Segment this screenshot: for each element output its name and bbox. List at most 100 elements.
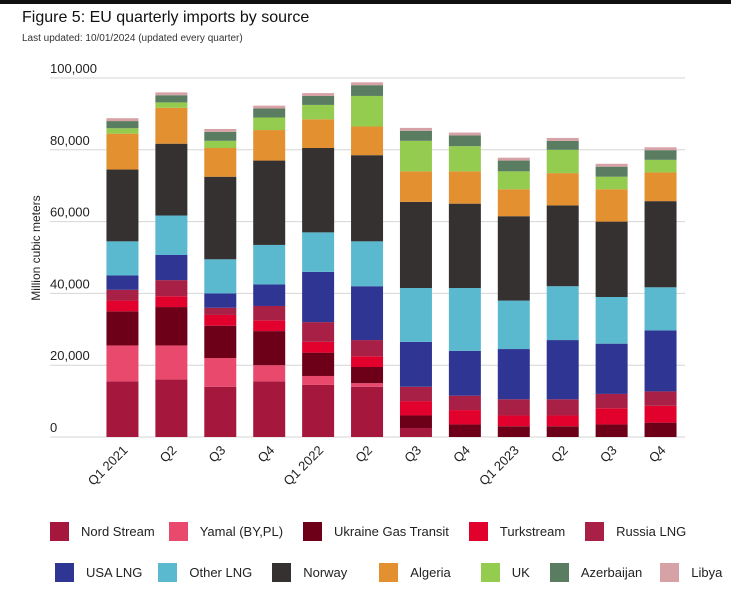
bar-segment	[546, 415, 579, 427]
bar-segment	[204, 148, 237, 177]
bar-segment	[644, 172, 677, 202]
bar-segment	[448, 395, 481, 411]
bar-segment	[497, 349, 530, 400]
bar-segment	[546, 399, 579, 416]
bar-segment	[204, 140, 237, 149]
x-tick-label: Q3	[206, 443, 229, 466]
bar-segment	[546, 340, 579, 400]
bar-stack	[253, 105, 286, 437]
bar-segment	[204, 131, 237, 141]
bar-segment	[497, 171, 530, 190]
bar-segment	[253, 284, 286, 306]
legend-label: Nord Stream	[81, 524, 155, 539]
bar-segment	[644, 159, 677, 173]
bar-segment	[253, 305, 286, 321]
x-tick-label: Q3	[597, 443, 620, 466]
legend-label: USA LNG	[86, 565, 143, 580]
legend-label: Yamal (BY,PL)	[199, 524, 284, 539]
legend-label: Russia LNG	[616, 524, 687, 539]
bar-segment	[497, 415, 530, 427]
bar-segment	[204, 325, 237, 359]
bar-segment	[253, 331, 286, 366]
bar-segment	[253, 244, 286, 285]
bar-segment	[106, 311, 139, 346]
figure-subtitle: Last updated: 10/01/2024 (updated every …	[22, 33, 243, 44]
bar-segment	[399, 401, 432, 416]
bar-stack	[155, 92, 188, 437]
bar-segment	[106, 345, 139, 382]
legend-item: Azerbaijan	[549, 563, 642, 582]
bar-segment	[351, 95, 384, 127]
bar-segment	[546, 149, 579, 174]
bar-segment	[497, 189, 530, 217]
bar-segment	[302, 104, 335, 120]
bar-segment	[448, 146, 481, 172]
bar-segment	[546, 286, 579, 341]
bar-segment	[302, 341, 335, 353]
bar-segment	[546, 140, 579, 150]
bar-segment	[155, 379, 188, 437]
bar-segment	[351, 82, 384, 86]
bar-segment	[351, 155, 384, 242]
legend-row-2: USA LNG Other LNG Norway Algeria UK Azerbaija…	[55, 563, 722, 582]
bar-segment	[399, 171, 432, 202]
legend-swatch	[303, 522, 323, 541]
bar-segment	[106, 169, 139, 242]
x-tick-label: Q4	[450, 443, 473, 466]
bar-segment	[497, 399, 530, 416]
bar-segment	[155, 143, 188, 216]
bar-segment	[155, 92, 188, 96]
legend-label: Norway	[303, 565, 348, 580]
bar-segment	[204, 386, 237, 437]
bar-segment	[448, 171, 481, 204]
bar-segment	[106, 275, 139, 290]
bar-stack	[106, 118, 139, 437]
bar-segment	[155, 215, 188, 255]
bar-segment	[302, 148, 335, 233]
bar-segment	[155, 307, 188, 346]
bar-segment	[155, 254, 188, 281]
bar-stack	[546, 137, 579, 437]
legend-item: Algeria	[379, 563, 451, 582]
x-tick-label: Q4	[646, 443, 669, 466]
bar-segment	[644, 422, 677, 437]
bar-segment	[253, 117, 286, 131]
bar-segment	[595, 343, 628, 394]
bar-segment	[546, 173, 579, 206]
bar-segment	[595, 221, 628, 297]
bar-segment	[253, 381, 286, 437]
bar-segment	[448, 203, 481, 289]
bar-segment	[448, 132, 481, 136]
bar-segment	[644, 330, 677, 392]
legend-item: Yamal (BY,PL)	[168, 522, 284, 541]
bar-segment	[253, 130, 286, 161]
bar-segment	[644, 201, 677, 288]
bar-stack	[595, 163, 628, 437]
bar-segment	[448, 350, 481, 396]
bar-stack	[644, 147, 677, 437]
bar-segment	[351, 366, 384, 384]
bar-segment	[497, 300, 530, 350]
bar-segment	[351, 386, 384, 437]
bar-segment	[546, 205, 579, 287]
bar-stack	[302, 93, 335, 437]
bar-segment	[351, 383, 384, 387]
bar-segment	[106, 241, 139, 276]
bar-segment	[448, 288, 481, 351]
x-axis-tick-labels: Q1 2021 Q2 Q3 Q4 Q1 2022 Q2 Q3 Q4 Q1 2023 Q2 Q3 Q4	[85, 443, 669, 489]
bar-segment	[497, 157, 530, 161]
bar-segment	[644, 150, 677, 160]
y-tick-label: 80,000	[50, 133, 90, 148]
bar-segment	[351, 85, 384, 96]
bar-segment	[351, 340, 384, 357]
bar-segment	[595, 176, 628, 190]
bar-stack	[399, 127, 432, 437]
bar-segment	[302, 232, 335, 272]
y-tick-label: 0	[50, 420, 57, 435]
legend-item: Nord Stream	[50, 522, 155, 541]
bar-segment	[351, 286, 384, 341]
bar-segment	[204, 128, 237, 132]
bar-segment	[595, 296, 628, 344]
bar-segment	[155, 102, 188, 108]
